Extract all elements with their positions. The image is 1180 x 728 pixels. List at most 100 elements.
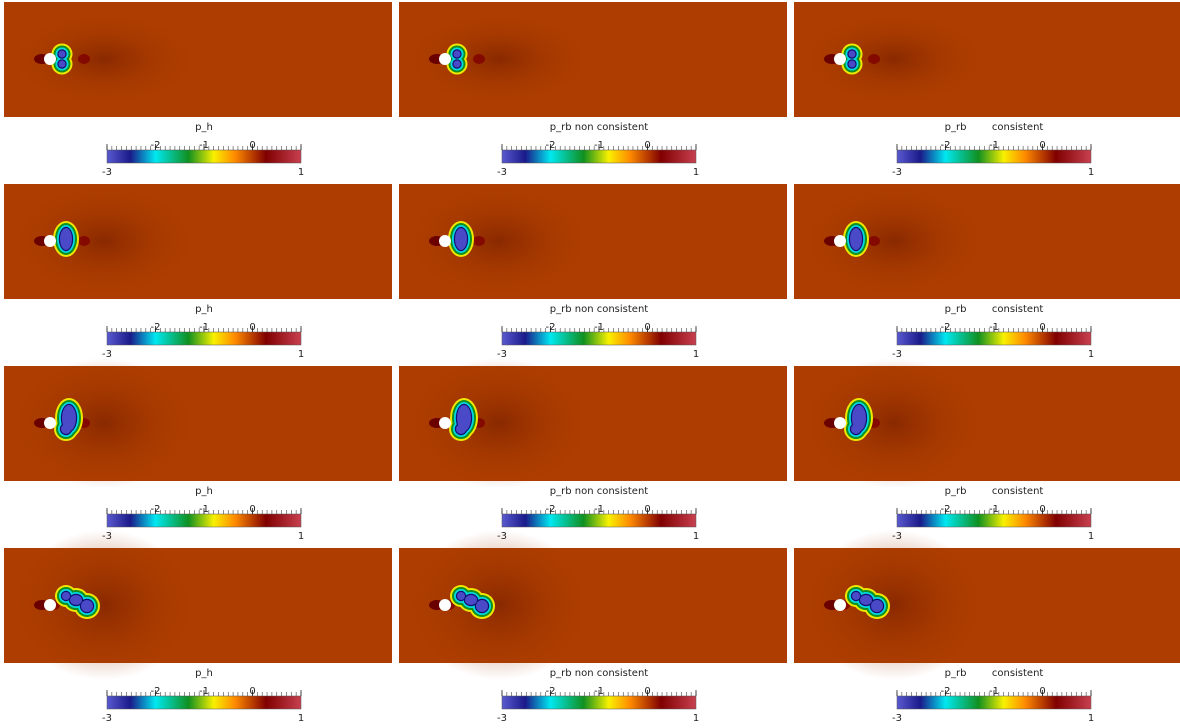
colorbar-tick-label: -2 <box>941 504 951 515</box>
colorbar-tick-label: 0 <box>249 322 255 333</box>
colorbar-tick-label: -2 <box>151 322 161 333</box>
colorbar-tick-label: 0 <box>1039 686 1045 697</box>
colorbar-tick-label: -2 <box>546 140 556 151</box>
colorbar-tick-label: -2 <box>546 322 556 333</box>
colorbar-tick-label: -2 <box>941 140 951 151</box>
pressure-blob <box>852 592 860 600</box>
hot-spot <box>78 236 90 246</box>
colorbar-tick-label: -3 <box>102 713 112 724</box>
colorbar-tick-label: -2 <box>546 504 556 515</box>
colorbar <box>501 331 697 346</box>
hot-spot <box>78 54 90 64</box>
colorbar <box>106 513 302 528</box>
pressure-blob <box>62 592 70 600</box>
colorbar-tick-label: -1 <box>199 322 209 333</box>
pressure-blob <box>457 592 465 600</box>
panel-label: p_rb non consistent <box>550 304 649 315</box>
colorbar-tick-label: -2 <box>546 686 556 697</box>
pressure-blob <box>455 228 467 250</box>
pressure-blob <box>58 60 66 68</box>
pressure-blob <box>851 424 861 434</box>
cylinder <box>44 53 56 65</box>
colorbar-tick-label: -3 <box>892 713 902 724</box>
colorbar-tick-label: 0 <box>1039 322 1045 333</box>
pressure-blob <box>860 595 872 605</box>
wake <box>409 358 589 488</box>
cylinder <box>44 599 56 611</box>
colorbar-tick-label: -1 <box>989 322 999 333</box>
colorbar-tick-label: -2 <box>151 140 161 151</box>
panel-label: p_h <box>195 122 213 133</box>
pressure-blob <box>61 424 71 434</box>
colorbar-tick-label: 0 <box>1039 504 1045 515</box>
wake <box>409 14 589 104</box>
pressure-blob <box>58 50 66 58</box>
colorbar <box>896 513 1092 528</box>
cylinder <box>834 417 846 429</box>
panel-label: p_h <box>195 486 213 497</box>
cylinder <box>44 417 56 429</box>
colorbar-tick-label: -3 <box>102 349 112 360</box>
colorbar <box>896 695 1092 710</box>
colorbar <box>501 695 697 710</box>
panel-label: p_rb non consistent <box>550 122 649 133</box>
wake <box>409 186 589 296</box>
wake <box>804 186 984 296</box>
colorbar-tick-label: 1 <box>693 167 699 178</box>
colorbar-tick-label: 1 <box>298 531 304 542</box>
hot-spot <box>868 236 880 246</box>
colorbar-tick-label: -3 <box>102 167 112 178</box>
colorbar-tick-label: -1 <box>199 686 209 697</box>
colorbar-tick-label: -2 <box>941 322 951 333</box>
hot-spot <box>473 54 485 64</box>
panel-label: p_rb non consistent <box>550 668 649 679</box>
colorbar-tick-label: -1 <box>989 686 999 697</box>
colorbar-tick-label: 1 <box>298 713 304 724</box>
colorbar-tick-label: -2 <box>151 504 161 515</box>
pressure-blob <box>453 60 461 68</box>
pressure-blob <box>456 424 466 434</box>
colorbar-tick-label: -3 <box>497 167 507 178</box>
colorbar-tick-label: -1 <box>594 322 604 333</box>
pressure-blob <box>871 600 883 612</box>
wake <box>804 14 984 104</box>
colorbar-tick-label: 1 <box>1088 531 1094 542</box>
colorbar-tick-label: -1 <box>594 140 604 151</box>
colorbar <box>896 149 1092 164</box>
pressure-blob <box>60 228 72 250</box>
colorbar-tick-label: 1 <box>1088 167 1094 178</box>
colorbar-tick-label: 0 <box>644 140 650 151</box>
pressure-blob <box>848 60 856 68</box>
colorbar <box>106 149 302 164</box>
cylinder <box>439 417 451 429</box>
pressure-blob <box>81 600 93 612</box>
panel-label: p_rb consistent <box>945 122 1044 133</box>
colorbar-tick-label: 0 <box>249 504 255 515</box>
wake <box>14 530 194 680</box>
colorbar-tick-label: -3 <box>892 167 902 178</box>
colorbar <box>106 331 302 346</box>
wake <box>14 186 194 296</box>
panel-label: p_rb consistent <box>945 304 1044 315</box>
wake <box>409 530 589 680</box>
panel-label: p_rb non consistent <box>550 486 649 497</box>
colorbar-tick-label: 0 <box>644 322 650 333</box>
colorbar-tick-label: 1 <box>693 349 699 360</box>
colorbar-tick-label: 1 <box>1088 349 1094 360</box>
colorbar-tick-label: 0 <box>644 504 650 515</box>
pressure-blob <box>850 228 862 250</box>
colorbar-tick-label: 0 <box>249 686 255 697</box>
colorbar <box>501 513 697 528</box>
pressure-blob <box>465 595 477 605</box>
pressure-blob <box>453 50 461 58</box>
pressure-blob <box>70 595 82 605</box>
cylinder <box>44 235 56 247</box>
cylinder <box>439 53 451 65</box>
colorbar-tick-label: -1 <box>594 504 604 515</box>
pressure-blob <box>848 50 856 58</box>
colorbar-tick-label: -1 <box>989 504 999 515</box>
panel-label: p_h <box>195 668 213 679</box>
colorbar-tick-label: 1 <box>298 167 304 178</box>
panel-label: p_rb consistent <box>945 668 1044 679</box>
